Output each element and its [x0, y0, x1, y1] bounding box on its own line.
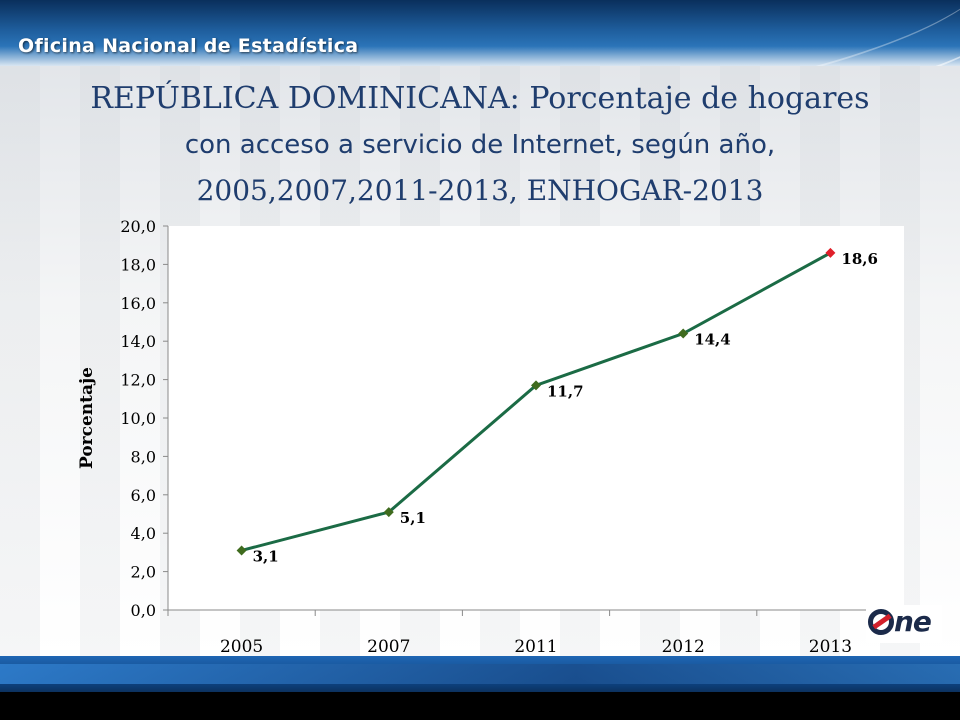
logo-ring-icon — [868, 609, 894, 635]
y-tick-label: 0,0 — [131, 601, 156, 620]
title-line-1: REPÚBLICA DOMINICANA: Porcentaje de hoga… — [90, 81, 870, 116]
org-name: Oficina Nacional de Estadística — [18, 35, 359, 57]
data-point — [383, 507, 394, 518]
y-tick-label: 4,0 — [131, 524, 156, 543]
x-tick-label: 2013 — [809, 637, 852, 657]
data-point — [236, 545, 247, 556]
data-label: 18,6 — [841, 250, 878, 268]
data-point — [531, 380, 541, 391]
y-tick-label: 8,0 — [131, 447, 156, 466]
y-tick-label: 20,0 — [120, 217, 156, 236]
title-line-2: con acceso a servicio de Internet, según… — [184, 130, 776, 160]
plot-area — [168, 226, 904, 610]
y-axis-title: Porcentaje — [77, 367, 97, 469]
header-bar: Oficina Nacional de Estadística — [0, 0, 960, 66]
data-label: 5,1 — [400, 509, 426, 527]
data-point — [825, 247, 836, 258]
chart-title: REPÚBLICA DOMINICANA: Porcentaje de hoga… — [40, 76, 920, 214]
x-tick-label: 2005 — [220, 637, 263, 657]
data-label: 11,7 — [547, 382, 584, 400]
data-label: 14,4 — [694, 331, 731, 349]
y-tick-label: 6,0 — [131, 486, 156, 505]
title-line-3: 2005,2007,2011-2013, ENHOGAR-2013 — [196, 174, 764, 207]
x-tick-label: 2011 — [514, 637, 557, 657]
y-tick-label: 18,0 — [120, 255, 156, 274]
data-point — [678, 328, 689, 339]
y-tick-label: 2,0 — [131, 563, 156, 582]
x-tick-label: 2012 — [662, 637, 705, 657]
footer-band — [0, 664, 960, 684]
footer-black-strip — [0, 692, 960, 720]
data-label: 3,1 — [253, 547, 279, 565]
one-logo: ne — [866, 605, 942, 643]
y-tick-label: 16,0 — [120, 294, 156, 313]
footer-bar — [0, 656, 960, 720]
y-tick-label: 10,0 — [120, 409, 156, 428]
y-tick-label: 12,0 — [120, 371, 156, 390]
y-tick-label: 14,0 — [120, 332, 156, 351]
x-tick-label: 2007 — [367, 637, 410, 657]
logo-text: ne — [894, 605, 932, 638]
